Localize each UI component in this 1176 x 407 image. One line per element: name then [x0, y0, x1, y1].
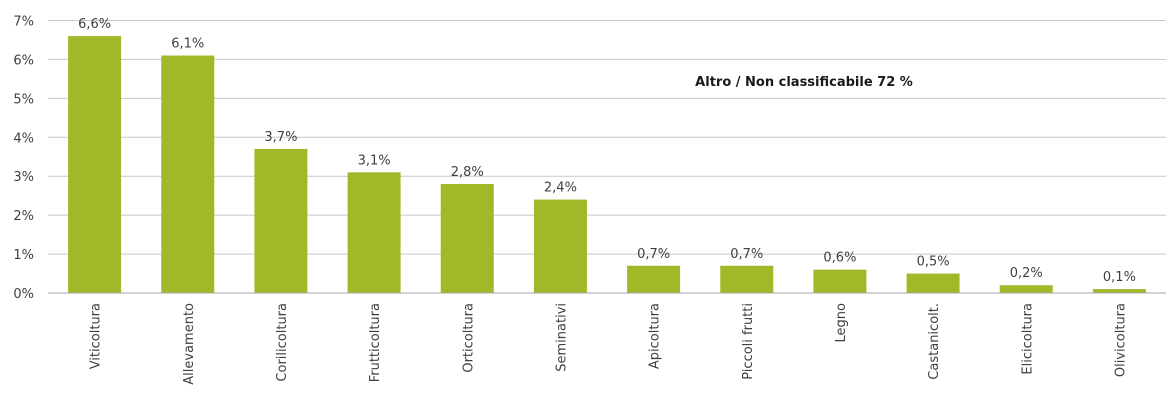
annotation: Altro / Non classificabile 72 %: [695, 75, 913, 90]
category-label: Elicicoltura: [1020, 303, 1035, 375]
y-tick-label: 4%: [13, 131, 34, 146]
category-label: Viticoltura: [89, 303, 104, 369]
category-labels: Viticoltura Allevamento Corilicoltura Frutt…: [89, 303, 1129, 385]
data-label: 0,7%: [637, 247, 670, 262]
bars: [68, 36, 1146, 294]
category-label: Piccoli frutti: [741, 303, 756, 380]
bar: [161, 55, 215, 294]
category-label: Orticoltura: [461, 303, 476, 373]
data-label: 3,1%: [358, 153, 391, 168]
bar: [254, 148, 308, 293]
bar: [720, 265, 774, 293]
bar: [533, 199, 587, 293]
data-label: 0,7%: [730, 247, 763, 262]
category-label: Castanicolt.: [927, 303, 942, 380]
bar: [347, 172, 401, 293]
data-label: 0,5%: [917, 255, 950, 270]
category-label: Frutticoltura: [368, 303, 383, 382]
y-tick-label: 5%: [13, 92, 34, 107]
data-label: 2,4%: [544, 181, 577, 196]
y-axis-ticks: 0% 1% 2% 3% 4% 5% 6% 7%: [13, 15, 34, 303]
category-label: Legno: [834, 303, 849, 343]
bar: [627, 265, 681, 293]
data-label: 6,1%: [171, 37, 204, 52]
gridlines: [48, 20, 1166, 255]
data-labels: 6,6% 6,1% 3,7% 3,1% 2,8% 2,4% 0,7% 0,7% 0,6% 0,5%…: [78, 17, 1136, 285]
bar: [68, 36, 122, 293]
bar: [813, 269, 867, 293]
bar: [440, 184, 494, 293]
bar: [906, 273, 960, 293]
y-tick-label: 7%: [13, 15, 34, 30]
category-label: Allevamento: [182, 303, 197, 385]
category-label: Seminativi: [554, 303, 569, 372]
y-tick-label: 3%: [13, 170, 34, 185]
y-tick-label: 1%: [13, 248, 34, 263]
data-label: 0,1%: [1103, 270, 1136, 285]
data-label: 0,6%: [823, 251, 856, 266]
category-label: Corilicoltura: [275, 303, 290, 382]
data-label: 0,2%: [1010, 266, 1043, 281]
data-label: 6,6%: [78, 17, 111, 32]
data-label: 3,7%: [264, 130, 297, 145]
y-tick-label: 2%: [13, 209, 34, 224]
data-label: 2,8%: [451, 165, 484, 180]
bar: [999, 285, 1053, 293]
y-tick-label: 6%: [13, 53, 34, 68]
bar: [1092, 289, 1146, 293]
category-label: Olivicoltura: [1113, 303, 1128, 377]
y-tick-label: 0%: [13, 287, 34, 302]
category-label: Apicoltura: [648, 303, 663, 369]
